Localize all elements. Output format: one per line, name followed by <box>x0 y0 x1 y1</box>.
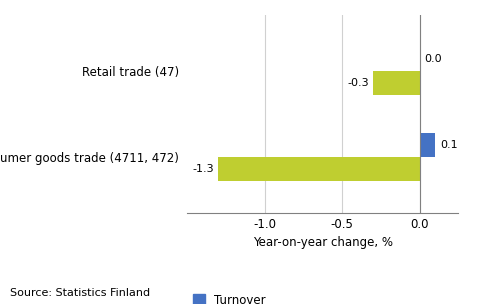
Legend: Turnover, Sales volume: Turnover, Sales volume <box>193 294 293 304</box>
Bar <box>373 71 420 95</box>
Bar <box>420 133 435 157</box>
Text: -1.3: -1.3 <box>192 164 213 174</box>
X-axis label: Year-on-year change, %: Year-on-year change, % <box>253 236 393 249</box>
Text: -0.3: -0.3 <box>347 78 369 88</box>
Text: 0.1: 0.1 <box>440 140 458 150</box>
Bar <box>218 157 420 181</box>
Text: Source: Statistics Finland: Source: Statistics Finland <box>10 288 150 298</box>
Text: 0.0: 0.0 <box>424 54 442 64</box>
